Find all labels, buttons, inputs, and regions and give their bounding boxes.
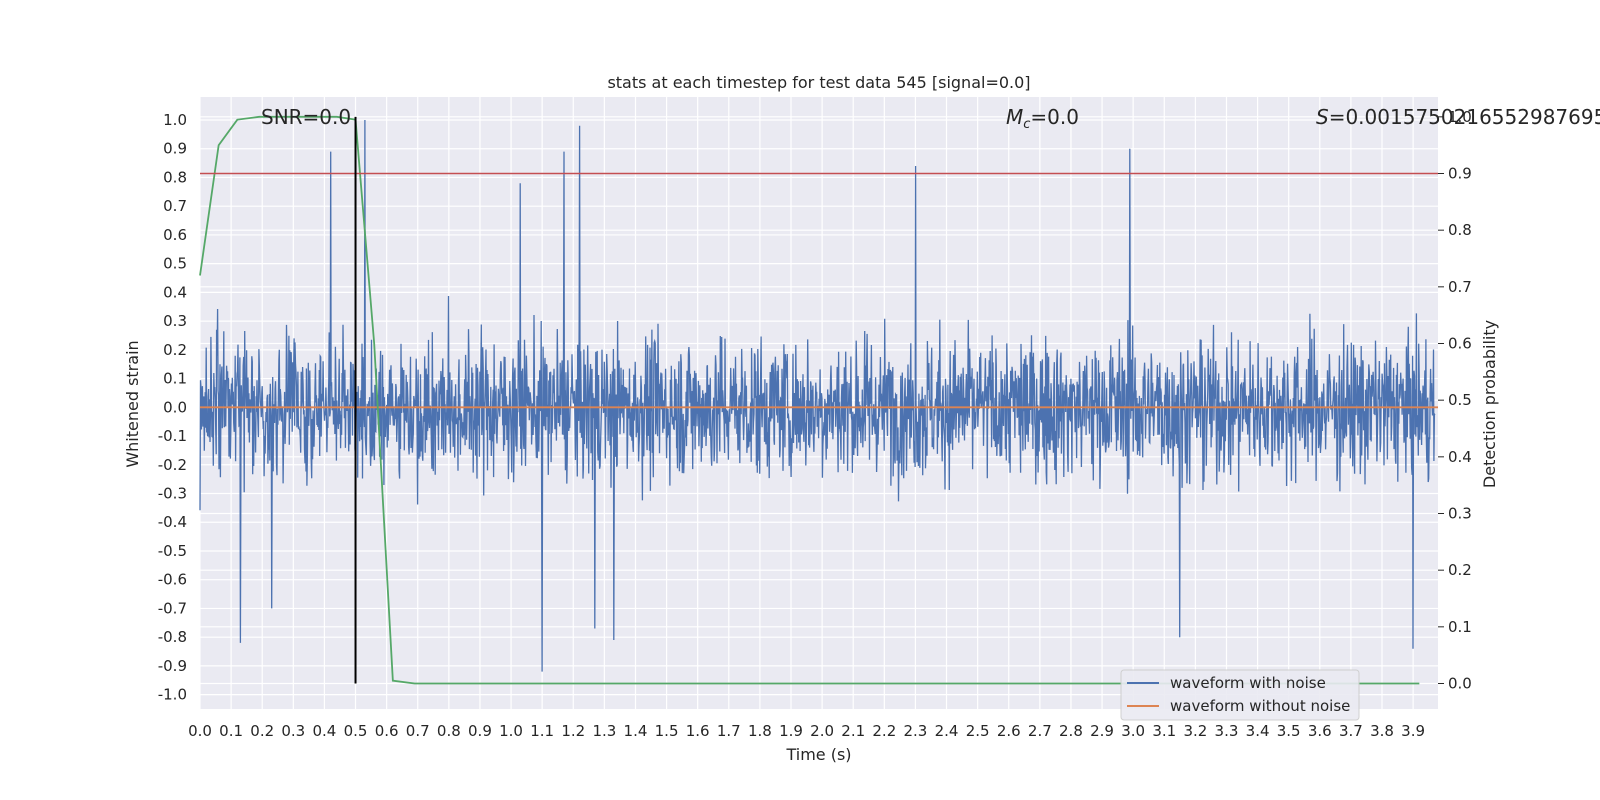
x-tick-label: 3.8 (1370, 722, 1394, 740)
y-tick-label: 0.6 (163, 226, 187, 244)
y-tick-label: 0.0 (163, 398, 187, 416)
x-tick-label: 0.2 (250, 722, 274, 740)
y-tick-label: 0.7 (163, 197, 187, 215)
x-tick-label: 2.1 (841, 722, 865, 740)
x-tick-label: 1.7 (717, 722, 741, 740)
x-tick-label: 3.9 (1401, 722, 1425, 740)
y-tick-label: 0.9 (163, 140, 187, 158)
x-tick-label: 2.3 (903, 722, 927, 740)
y-tick-label: -0.9 (158, 657, 187, 675)
x-tick-label: 1.5 (655, 722, 679, 740)
x-tick-label: 0.6 (375, 722, 399, 740)
x-tick-label: 3.3 (1215, 722, 1239, 740)
y-tick-label: 0.8 (163, 168, 187, 186)
series-waveform-with-noise (199, 119, 1436, 672)
x-tick-label: 1.4 (624, 722, 648, 740)
y2-tick-label: 0.2 (1448, 561, 1472, 579)
y2-tick-label: 0.8 (1448, 221, 1472, 239)
noise-line (199, 119, 1436, 672)
y2-axis-label: Detection probability (1480, 320, 1499, 488)
y2-tick-label: 0.4 (1448, 448, 1472, 466)
x-tick-label: 0.9 (468, 722, 492, 740)
y2-tick-label: 0.3 (1448, 505, 1472, 523)
y-tick-labels: -1.0 -0.9 -0.8 -0.7 -0.6 -0.5 -0.4 -0.3 -0.2 -0.1… (158, 111, 187, 704)
y-tick-label: 0.5 (163, 255, 187, 273)
legend-box (1120, 669, 1360, 721)
x-tick-label: 1.2 (561, 722, 585, 740)
x-tick-label: 1.6 (686, 722, 710, 740)
y-tick-label: -1.0 (158, 686, 187, 704)
y-tick-label: -0.5 (158, 542, 187, 560)
x-tick-label: 0.4 (312, 722, 336, 740)
y-tick-label: 0.3 (163, 312, 187, 330)
x-tick-label: 3.6 (1308, 722, 1332, 740)
y-axis-label: Whitened strain (123, 340, 142, 467)
x-tick-label: 0.5 (344, 722, 368, 740)
x-tick-label: 0.1 (219, 722, 243, 740)
x-tick-label: 1.9 (779, 722, 803, 740)
legend-label-noise: waveform with noise (1170, 674, 1326, 692)
x-tick-label: 0.8 (437, 722, 461, 740)
y-tick-label: -0.2 (158, 456, 187, 474)
x-tick-label: 3.5 (1277, 722, 1301, 740)
y2-tick-label: 0.1 (1448, 618, 1472, 636)
legend-label-clean: waveform without noise (1170, 697, 1350, 715)
x-tick-label: 2.0 (810, 722, 834, 740)
y2-tick-label: 0.0 (1448, 675, 1472, 693)
y-tick-label: 0.1 (163, 370, 187, 388)
x-tick-label: 2.4 (935, 722, 959, 740)
annotation-s: S=0.0015750216552987695 (1316, 105, 1600, 129)
y-tick-label: -0.1 (158, 427, 187, 445)
annotation-mc: Mc=0.0 (1006, 105, 1079, 132)
annotation-snr: SNR=0.0 (261, 105, 351, 129)
legend: waveform with noise waveform without noi… (1120, 669, 1360, 721)
y2-tick-labels: 0.0 0.1 0.2 0.3 0.4 0.5 0.6 0.7 0.8 0.9 1.0 (1438, 108, 1472, 693)
x-tick-label: 3.7 (1339, 722, 1363, 740)
x-tick-labels: 0.0 0.1 0.2 0.3 0.4 0.5 0.6 0.7 0.8 0.9 1.0 1.1 1.2 1… (188, 722, 1425, 740)
x-tick-label: 1.0 (499, 722, 523, 740)
y-tick-label: -0.3 (158, 485, 187, 503)
y2-tick-label: 0.9 (1448, 165, 1472, 183)
y2-tick-label: 0.5 (1448, 391, 1472, 409)
x-tick-label: 0.7 (406, 722, 430, 740)
x-tick-label: 2.5 (966, 722, 990, 740)
y-tick-label: -0.8 (158, 628, 187, 646)
x-tick-label: 2.6 (997, 722, 1021, 740)
x-tick-label: 0.3 (281, 722, 305, 740)
reference-lines (200, 116, 1438, 684)
y-tick-label: 0.4 (163, 283, 187, 301)
x-axis-label: Time (s) (785, 745, 851, 764)
y2-tick-label: 0.6 (1448, 335, 1472, 353)
x-tick-label: 3.2 (1183, 722, 1207, 740)
y-tick-label: 1.0 (163, 111, 187, 129)
y2-tick-label: 1.0 (1448, 108, 1472, 126)
x-tick-label: 1.8 (748, 722, 772, 740)
y-tick-label: -0.6 (158, 571, 187, 589)
x-tick-label: 3.4 (1246, 722, 1270, 740)
x-tick-label: 2.2 (872, 722, 896, 740)
x-tick-label: 0.0 (188, 722, 212, 740)
x-tick-label: 2.9 (1090, 722, 1114, 740)
chart-title: stats at each timestep for test data 545… (607, 73, 1030, 92)
y-tick-label: -0.4 (158, 513, 187, 531)
y-tick-label: 0.2 (163, 341, 187, 359)
x-tick-label: 3.0 (1121, 722, 1145, 740)
y-tick-label: -0.7 (158, 599, 187, 617)
x-tick-label: 3.1 (1152, 722, 1176, 740)
x-tick-label: 1.1 (530, 722, 554, 740)
x-tick-label: 2.7 (1028, 722, 1052, 740)
x-tick-label: 2.8 (1059, 722, 1083, 740)
x-tick-label: 1.3 (592, 722, 616, 740)
y2-tick-label: 0.7 (1448, 278, 1472, 296)
